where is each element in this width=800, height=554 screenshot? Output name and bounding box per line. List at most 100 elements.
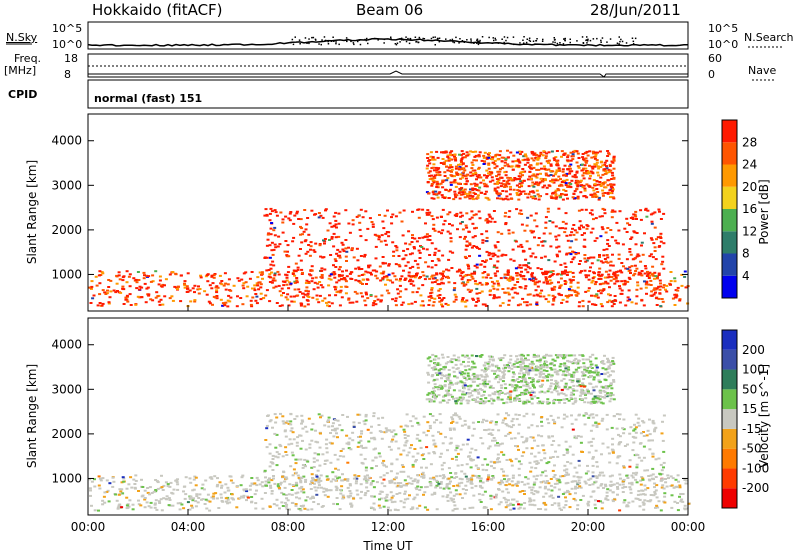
scatter-cell [626, 280, 630, 283]
scatter-cell [487, 251, 491, 254]
scatter-cell [525, 301, 529, 304]
scatter-cell [510, 179, 514, 182]
scatter-cell [658, 292, 662, 295]
scatter-cell [471, 187, 475, 190]
scatter-cell [434, 193, 438, 196]
scatter-cell [459, 448, 463, 451]
scatter-cell [346, 479, 350, 482]
scatter-cell [474, 282, 478, 285]
scatter-cell [531, 190, 535, 193]
scatter-cell [497, 296, 501, 299]
scatter-cell [598, 267, 602, 270]
scatter-cell [483, 160, 487, 163]
scatter-cell [628, 486, 632, 489]
scatter-cell [274, 285, 278, 288]
scatter-cell [400, 464, 404, 466]
scatter-cell [341, 447, 345, 450]
noise-dot [541, 40, 544, 42]
scatter-cell [97, 509, 100, 512]
scatter-cell [337, 476, 341, 479]
scatter-cell [545, 370, 549, 372]
noise-dot [532, 40, 535, 42]
scatter-cell [495, 296, 499, 299]
scatter-cell [312, 288, 316, 291]
scatter-cell [399, 485, 403, 488]
scatter-cell [660, 263, 664, 266]
scatter-cell [463, 507, 467, 510]
scatter-cell [269, 276, 272, 279]
scatter-cell [492, 294, 496, 297]
scatter-cell [483, 458, 487, 461]
scatter-cell [590, 262, 594, 265]
noise-dot [476, 40, 479, 42]
scatter-cell [611, 188, 615, 191]
scatter-cell [458, 236, 462, 239]
scatter-cell [310, 265, 314, 268]
scatter-cell [423, 278, 427, 281]
scatter-cell [504, 183, 507, 186]
scatter-cell [494, 444, 498, 447]
scatter-cell [621, 486, 625, 489]
scatter-cell [392, 255, 396, 257]
scatter-cell [289, 465, 293, 468]
scatter-cell [295, 415, 299, 418]
scatter-cell [475, 266, 479, 269]
scatter-cell [352, 421, 356, 424]
scatter-cell [651, 439, 654, 442]
scatter-cell [125, 496, 129, 499]
scatter-cell [684, 482, 688, 485]
scatter-cell [572, 384, 576, 387]
scatter-cell [455, 414, 459, 417]
scatter-cell [523, 493, 526, 495]
scatter-cell [665, 284, 669, 287]
scatter-cell [538, 292, 542, 295]
scatter-cell [486, 220, 490, 223]
scatter-cell [565, 252, 569, 255]
scatter-cell [355, 480, 358, 483]
scatter-cell [610, 190, 614, 192]
scatter-cell [392, 250, 396, 253]
scatter-cell [357, 436, 360, 438]
scatter-cell [475, 175, 479, 178]
scatter-cell [103, 491, 107, 494]
scatter-cell [632, 213, 636, 216]
scatter-cell [673, 277, 677, 280]
scatter-cell [418, 257, 422, 259]
scatter-cell [439, 278, 443, 281]
scatter-cell [612, 483, 616, 486]
scatter-cell [221, 304, 225, 307]
scatter-cell [485, 236, 489, 239]
scatter-cell [206, 493, 210, 496]
scatter-cell [131, 508, 135, 511]
scatter-cell [320, 414, 324, 417]
scatter-cell [482, 182, 486, 185]
scatter-cell [535, 176, 539, 179]
scatter-cell [270, 490, 274, 492]
scatter-cell [503, 364, 506, 367]
scatter-cell [479, 263, 483, 266]
scatter-cell [481, 272, 485, 275]
scatter-cell [516, 481, 520, 484]
scatter-cell [200, 487, 204, 490]
scatter-cell [198, 493, 202, 496]
scatter-cell [443, 219, 447, 222]
noise-dot [529, 40, 532, 42]
scatter-cell [280, 287, 284, 290]
scatter-cell [594, 357, 598, 360]
scatter-cell [473, 235, 477, 238]
scatter-cell [258, 483, 262, 486]
scatter-cell [504, 506, 508, 509]
scatter-cell [285, 497, 289, 500]
scatter-cell [561, 220, 565, 223]
scatter-cell [458, 197, 462, 200]
scatter-cell [496, 260, 500, 263]
scatter-cell [566, 239, 570, 242]
scatter-cell [369, 294, 373, 296]
scatter-cell [428, 424, 432, 427]
scatter-cell [549, 163, 553, 166]
scatter-cell [426, 153, 430, 156]
scatter-cell [454, 455, 458, 458]
scatter-cell [632, 274, 636, 277]
scatter-cell [606, 256, 610, 259]
scatter-cell [534, 175, 538, 178]
